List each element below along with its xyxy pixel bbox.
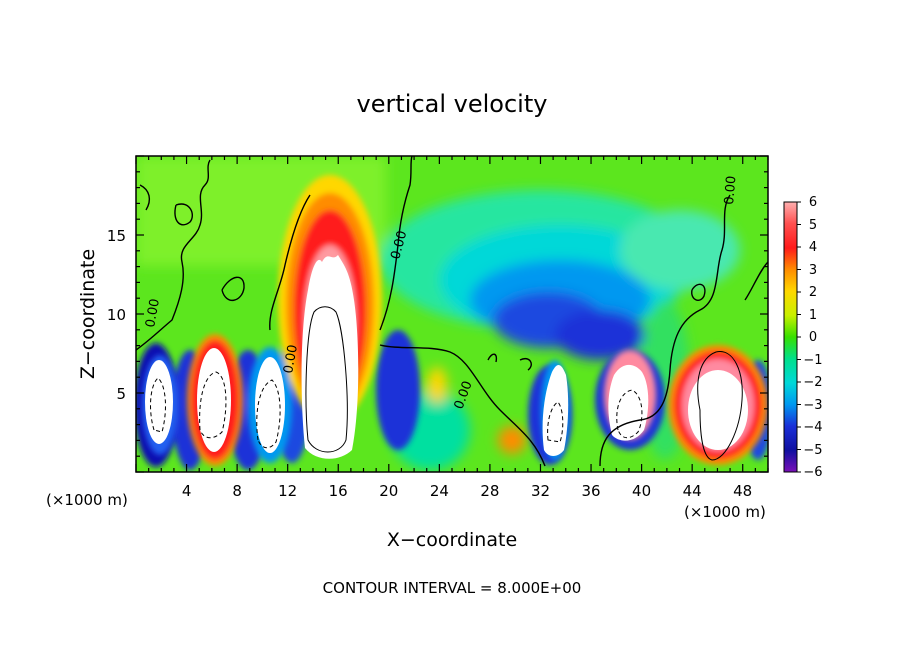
warm-spot-30 (498, 426, 526, 454)
contour-label: 0.00 (722, 175, 739, 205)
updraft-core-3 (255, 357, 285, 453)
contour-dashed-3 (256, 379, 281, 449)
updraft-core-6 (608, 364, 649, 441)
colorbar-label: 3 (809, 263, 817, 278)
x-tick-label: 4 (182, 482, 192, 500)
x-tick-label: 44 (683, 482, 702, 500)
contour-dashed-5 (547, 401, 564, 443)
x-unit-left: (×1000 m) (46, 491, 128, 509)
zero-contour-9 (691, 283, 706, 301)
x-tick-labels: 4 8 12 16 20 24 28 32 36 40 44 48 (182, 482, 752, 500)
x-tick-label: 32 (531, 482, 550, 500)
x-tick-label: 20 (379, 482, 398, 500)
x-tick-label: 16 (329, 482, 348, 500)
downdraft-shell-5 (376, 330, 420, 450)
colorbar-label: 5 (809, 218, 817, 233)
contour-lines (136, 156, 768, 467)
zero-contour-7 (221, 276, 245, 301)
warm-spot-24 (427, 367, 447, 403)
zero-contour-5 (744, 261, 768, 301)
contour-label: 0.00 (281, 344, 301, 375)
x-tick-label: 12 (278, 482, 297, 500)
colorbar-label: −4 (803, 420, 822, 435)
colorbar-label: 1 (809, 308, 817, 323)
zero-contour-3 (379, 344, 546, 467)
colorbar-label: −1 (803, 353, 822, 368)
x-tick-label: 24 (430, 482, 449, 500)
x-tick-label: 36 (581, 482, 600, 500)
colorbar-label: −5 (803, 443, 822, 458)
y-tick-label: 10 (107, 306, 126, 324)
zero-contour-10 (697, 351, 743, 461)
contour-label: 0.00 (388, 229, 410, 261)
downdraft-core-2 (555, 310, 645, 360)
colorbar-label: −3 (803, 398, 822, 413)
colorbar-label: 4 (809, 240, 817, 255)
zero-contour-8 (487, 353, 532, 371)
colorbar-scale (783, 201, 798, 473)
contour-label: 0.00 (143, 298, 163, 329)
colorbar-label: −6 (803, 465, 822, 480)
colorbar-label: 6 (809, 195, 817, 210)
updraft-core-2 (197, 348, 231, 452)
zero-contour-11 (305, 306, 348, 453)
colorbar-label: 2 (809, 285, 817, 300)
colorbar-ticks (797, 201, 801, 473)
zero-contour-6 (139, 184, 194, 226)
contour-interval-note: CONTOUR INTERVAL = 8.000E+00 (323, 579, 582, 597)
x-tick-label: 28 (480, 482, 499, 500)
y-tick-labels: 5 10 15 (107, 227, 126, 403)
colorbar: 6 5 4 3 2 1 0 −1 −2 −3 −4 −5 −6 (783, 195, 823, 480)
x-tick-label: 48 (733, 482, 752, 500)
chart-title: vertical velocity (357, 90, 548, 118)
colorbar-label: 0 (809, 330, 817, 345)
zero-contour-2 (269, 156, 413, 331)
y-tick-label: 15 (107, 227, 126, 245)
zero-contour-4 (599, 194, 731, 467)
axis-ticks (135, 155, 769, 473)
y-tick-label: 5 (116, 385, 126, 403)
x-unit-right: (×1000 m) (684, 503, 766, 521)
updraft-core-4 (301, 255, 359, 459)
x-axis-label: X−coordinate (387, 529, 517, 551)
y-axis-label: Z−coordinate (77, 249, 99, 379)
x-tick-label: 8 (232, 482, 242, 500)
contour-dashed-4 (616, 389, 643, 439)
cool-region-right (620, 210, 740, 290)
contour-dashed-2 (199, 371, 227, 439)
zero-contour-main (136, 159, 211, 351)
x-tick-label: 40 (632, 482, 651, 500)
colorbar-label: −2 (803, 375, 822, 390)
plot-area: 0.00 0.00 0.00 0.00 0.00 (136, 156, 768, 472)
updraft-core-7 (688, 370, 748, 450)
